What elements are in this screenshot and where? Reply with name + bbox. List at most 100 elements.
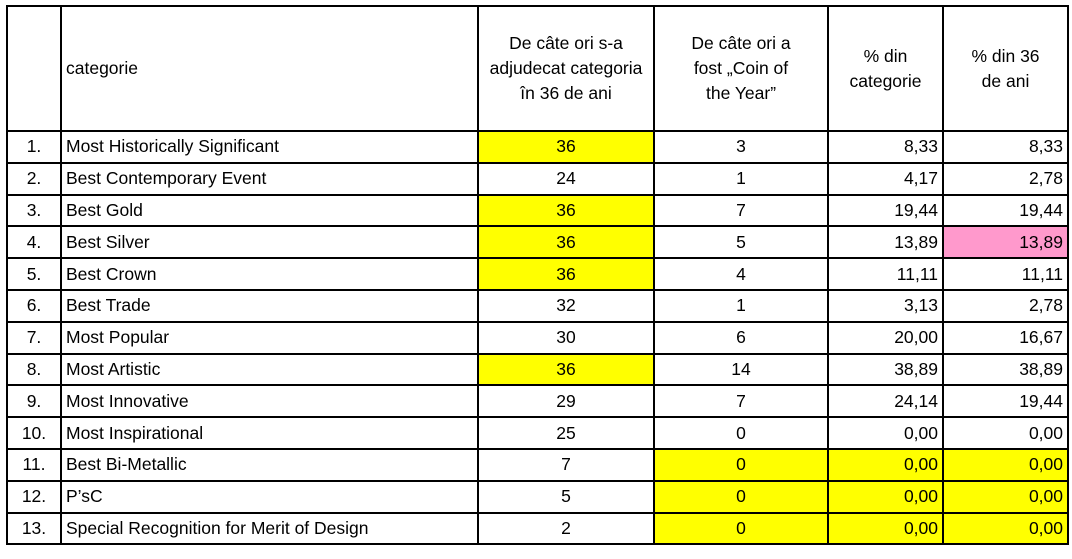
pct-36-years-cell: 2,78	[942, 288, 1069, 323]
pct-category-cell: 24,14	[827, 384, 944, 419]
awarded-count-cell: 30	[477, 320, 655, 355]
category-name-cell: Most Innovative	[60, 384, 479, 419]
table-row: 9. Most Innovative 29 7 24,14 19,44	[6, 384, 1069, 419]
row-number-cell: 10.	[6, 416, 62, 450]
category-name-cell: P’sC	[60, 479, 479, 514]
header-coty-count: De câte ori a fost „Coin of the Year”	[653, 5, 829, 132]
awarded-count-cell: 36	[477, 257, 655, 291]
row-number-cell: 9.	[6, 384, 62, 419]
pct-36-years-cell: 11,11	[942, 257, 1069, 291]
awarded-count-cell: 36	[477, 352, 655, 387]
category-name-cell: Special Recognition for Merit of Design	[60, 511, 479, 546]
header-corner-cell	[6, 5, 62, 132]
pct-36-years-cell: 0,00	[942, 416, 1069, 450]
table-row: 3. Best Gold 36 7 19,44 19,44	[6, 193, 1069, 228]
pct-category-cell: 11,11	[827, 257, 944, 291]
category-name-cell: Best Crown	[60, 257, 479, 291]
pct-36-years-cell: 0,00	[942, 447, 1069, 482]
coty-count-cell: 0	[653, 479, 829, 514]
pct-36-years-cell: 16,67	[942, 320, 1069, 355]
coty-count-cell: 1	[653, 161, 829, 196]
pct-category-cell: 8,33	[827, 130, 944, 164]
header-pct-36-years: % din 36 de ani	[942, 5, 1069, 132]
table-row: 8. Most Artistic 36 14 38,89 38,89	[6, 352, 1069, 387]
row-number-cell: 3.	[6, 193, 62, 228]
table-row: 2. Best Contemporary Event 24 1 4,17 2,78	[6, 161, 1069, 196]
table-row: 12. P’sC 5 0 0,00 0,00	[6, 479, 1069, 514]
awarded-count-cell: 24	[477, 161, 655, 196]
row-number-cell: 8.	[6, 352, 62, 387]
table-row: 5. Best Crown 36 4 11,11 11,11	[6, 257, 1069, 291]
awarded-count-cell: 7	[477, 447, 655, 482]
category-name-cell: Most Artistic	[60, 352, 479, 387]
awarded-count-cell: 2	[477, 511, 655, 546]
row-number-cell: 13.	[6, 511, 62, 546]
pct-36-years-cell: 19,44	[942, 384, 1069, 419]
pct-category-cell: 0,00	[827, 447, 944, 482]
row-number-cell: 6.	[6, 288, 62, 323]
header-row: categorie De câte ori s-a adjudecat cate…	[6, 5, 1069, 132]
coty-count-cell: 4	[653, 257, 829, 291]
row-number-cell: 7.	[6, 320, 62, 355]
row-number-cell: 12.	[6, 479, 62, 514]
pct-category-cell: 4,17	[827, 161, 944, 196]
pct-36-years-cell: 8,33	[942, 130, 1069, 164]
pct-category-cell: 38,89	[827, 352, 944, 387]
pct-category-cell: 20,00	[827, 320, 944, 355]
table-row: 6. Best Trade 32 1 3,13 2,78	[6, 288, 1069, 323]
table-row: 10. Most Inspirational 25 0 0,00 0,00	[6, 416, 1069, 450]
pct-category-cell: 19,44	[827, 193, 944, 228]
pct-category-cell: 0,00	[827, 416, 944, 450]
coty-count-cell: 1	[653, 288, 829, 323]
pct-category-cell: 13,89	[827, 225, 944, 260]
row-number-cell: 1.	[6, 130, 62, 164]
pct-36-years-cell: 0,00	[942, 511, 1069, 546]
category-name-cell: Most Historically Significant	[60, 130, 479, 164]
pct-36-years-cell: 38,89	[942, 352, 1069, 387]
pct-36-years-cell: 13,89	[942, 225, 1069, 260]
table-row: 11. Best Bi-Metallic 7 0 0,00 0,00	[6, 447, 1069, 482]
table-row: 1. Most Historically Significant 36 3 8,33 8,…	[6, 130, 1069, 164]
coty-count-cell: 0	[653, 511, 829, 546]
awarded-count-cell: 32	[477, 288, 655, 323]
coty-count-cell: 5	[653, 225, 829, 260]
awarded-count-cell: 36	[477, 193, 655, 228]
header-category: categorie	[60, 5, 479, 132]
awarded-count-cell: 5	[477, 479, 655, 514]
category-name-cell: Best Contemporary Event	[60, 161, 479, 196]
awarded-count-cell: 25	[477, 416, 655, 450]
pct-36-years-cell: 0,00	[942, 479, 1069, 514]
awarded-count-cell: 29	[477, 384, 655, 419]
row-number-cell: 5.	[6, 257, 62, 291]
pct-category-cell: 3,13	[827, 288, 944, 323]
coty-count-cell: 7	[653, 384, 829, 419]
coty-count-cell: 7	[653, 193, 829, 228]
pct-category-cell: 0,00	[827, 479, 944, 514]
awarded-count-cell: 36	[477, 225, 655, 260]
pct-36-years-cell: 19,44	[942, 193, 1069, 228]
coin-of-the-year-table: categorie De câte ori s-a adjudecat cate…	[6, 5, 1069, 546]
pct-36-years-cell: 2,78	[942, 161, 1069, 196]
category-name-cell: Best Silver	[60, 225, 479, 260]
table-row: 4. Best Silver 36 5 13,89 13,89	[6, 225, 1069, 260]
category-name-cell: Best Gold	[60, 193, 479, 228]
coty-count-cell: 6	[653, 320, 829, 355]
table-row: 7. Most Popular 30 6 20,00 16,67	[6, 320, 1069, 355]
coty-count-cell: 14	[653, 352, 829, 387]
header-pct-category: % din categorie	[827, 5, 944, 132]
table-body: 1. Most Historically Significant 36 3 8,33 8,…	[6, 130, 1069, 546]
coty-count-cell: 0	[653, 416, 829, 450]
row-number-cell: 2.	[6, 161, 62, 196]
category-name-cell: Best Trade	[60, 288, 479, 323]
coty-count-cell: 0	[653, 447, 829, 482]
category-name-cell: Best Bi-Metallic	[60, 447, 479, 482]
row-number-cell: 4.	[6, 225, 62, 260]
category-name-cell: Most Inspirational	[60, 416, 479, 450]
awarded-count-cell: 36	[477, 130, 655, 164]
header-awarded-count: De câte ori s-a adjudecat categoria în 3…	[477, 5, 655, 132]
table-row: 13. Special Recognition for Merit of Desi…	[6, 511, 1069, 546]
coty-count-cell: 3	[653, 130, 829, 164]
category-name-cell: Most Popular	[60, 320, 479, 355]
pct-category-cell: 0,00	[827, 511, 944, 546]
